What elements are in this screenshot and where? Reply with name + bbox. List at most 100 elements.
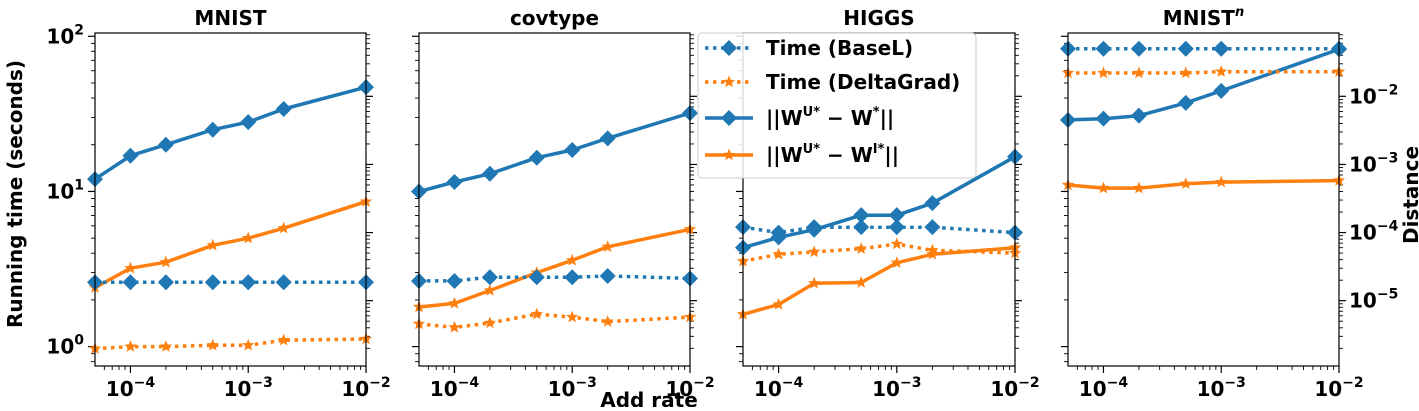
data-point-dist_basel	[204, 121, 221, 138]
data-point-dist_basel	[1213, 82, 1230, 99]
y-tick-label: 102	[46, 22, 84, 48]
data-point-dist_basel	[122, 147, 139, 164]
data-point-dist_basel	[888, 207, 905, 224]
data-point-dist_basel	[157, 136, 174, 153]
data-point-time_basel	[1177, 40, 1194, 57]
data-point-dist_deltagrad	[448, 296, 461, 309]
data-point-time_basel	[770, 224, 787, 241]
y-axis-label-right: Distance	[1399, 146, 1419, 244]
data-point-time_deltagrad	[277, 333, 290, 346]
y2-tick-label: 10−3	[1349, 150, 1398, 176]
data-point-time_basel	[564, 269, 581, 286]
x-tick-label: 10−3	[548, 375, 597, 401]
legend-entry-time_basel: Time (BaseL)	[705, 36, 913, 60]
data-point-dist_deltagrad	[566, 253, 579, 266]
data-point-time_deltagrad	[890, 237, 903, 250]
data-point-time_basel	[275, 274, 292, 291]
data-point-time_basel	[888, 219, 905, 236]
data-point-time_basel	[204, 274, 221, 291]
data-point-time_deltagrad	[926, 243, 939, 256]
data-point-dist_deltagrad	[772, 297, 785, 310]
data-point-time_deltagrad	[242, 338, 255, 351]
data-point-dist_basel	[564, 141, 581, 158]
data-point-dist_basel	[599, 130, 616, 147]
data-point-time_basel	[1213, 40, 1230, 57]
data-point-dist_deltagrad	[855, 275, 868, 288]
x-tick-label: 10−3	[1197, 375, 1246, 401]
data-point-dist_deltagrad	[1132, 181, 1146, 194]
legend-marker	[722, 75, 736, 88]
panel-2: covtype 10−4 10−3 10−2	[411, 6, 715, 401]
y-axis-label-left: Running time (seconds)	[3, 60, 27, 328]
data-point-time_deltagrad	[483, 316, 497, 329]
data-point-time_deltagrad	[159, 340, 173, 352]
data-point-time_deltagrad	[807, 245, 821, 258]
series-line-dist_basel	[95, 85, 366, 181]
panel-4: MNISTn 10−4 10−3 10−2 10−5 10−4 10−3 10−2	[1060, 5, 1399, 401]
data-point-time_deltagrad	[1097, 66, 1110, 79]
markers-group	[735, 148, 1023, 320]
panel-title: MNISTn	[1163, 5, 1244, 30]
data-point-time_deltagrad	[206, 338, 219, 351]
legend-label: Time (DeltaGrad)	[766, 70, 960, 94]
data-point-time_deltagrad	[1179, 66, 1192, 79]
legend-entry-dist_deltagrad: ||WU* − WI*||	[705, 142, 899, 167]
y-tick-label: 100	[46, 333, 84, 359]
legend: Time (BaseL) Time (DeltaGrad) ||WU* − W*||…	[697, 32, 977, 179]
markers-group	[411, 105, 698, 333]
data-point-dist_deltagrad	[242, 231, 255, 244]
data-point-dist_basel	[240, 114, 257, 131]
x-tick-label: 10−4	[106, 375, 156, 401]
data-point-dist_basel	[1130, 107, 1147, 124]
data-point-dist_basel	[1177, 94, 1194, 111]
data-point-dist_deltagrad	[1215, 175, 1228, 188]
plot-frame	[94, 32, 367, 367]
series-line-dist_deltagrad	[1068, 178, 1339, 190]
data-point-dist_deltagrad	[277, 221, 290, 234]
y2-tick-label: 10−5	[1349, 287, 1398, 313]
x-tick-label: 10−2	[1314, 375, 1363, 401]
data-point-dist_deltagrad	[1179, 177, 1192, 190]
series-group	[419, 111, 690, 330]
chart-axis-labels: Running time (seconds) Distance Add rate	[3, 60, 1419, 411]
data-point-dist_deltagrad	[601, 240, 614, 253]
markers-group	[87, 79, 374, 354]
data-point-dist_basel	[853, 207, 870, 224]
x-tick-label: 10−4	[754, 375, 804, 401]
x-tick-label: 10−2	[990, 375, 1039, 401]
data-point-time_basel	[1095, 40, 1112, 57]
series-line-dist_deltagrad	[743, 245, 1015, 317]
data-point-time_basel	[1130, 40, 1147, 57]
data-point-dist_deltagrad	[1097, 181, 1110, 194]
data-point-dist_basel	[481, 165, 498, 182]
data-point-time_deltagrad	[566, 310, 579, 323]
data-point-time_deltagrad	[772, 247, 785, 260]
series-line-dist_basel	[1068, 47, 1339, 122]
data-point-time_deltagrad	[124, 340, 137, 352]
data-point-time_deltagrad	[448, 320, 461, 333]
data-point-time_deltagrad	[1132, 66, 1146, 79]
data-point-dist_deltagrad	[890, 256, 903, 269]
data-point-dist_deltagrad	[807, 276, 821, 289]
data-point-time_basel	[599, 268, 616, 285]
y-tick-label: 101	[46, 177, 84, 203]
data-point-dist_basel	[275, 100, 292, 117]
series-group	[95, 85, 366, 351]
data-point-time_basel	[122, 274, 139, 291]
legend-entry-time_deltagrad: Time (DeltaGrad)	[705, 70, 960, 94]
data-point-time_deltagrad	[855, 242, 868, 254]
data-point-time_basel	[528, 269, 545, 286]
data-point-dist_basel	[924, 195, 941, 212]
x-tick-label: 10−4	[1079, 375, 1129, 401]
x-tick-label: 10−4	[430, 375, 480, 401]
x-axis-label: Add rate	[600, 388, 698, 407]
data-point-time_basel	[240, 274, 257, 291]
data-point-time_deltagrad	[601, 315, 614, 327]
legend-label: Time (BaseL)	[766, 36, 913, 60]
x-tick-label: 10−2	[665, 375, 714, 401]
markers-group	[1060, 40, 1347, 194]
data-point-dist_deltagrad	[124, 261, 137, 274]
x-tick-label: 10−2	[341, 375, 390, 401]
panel-title: MNIST	[194, 6, 266, 30]
legend-marker	[722, 148, 736, 161]
